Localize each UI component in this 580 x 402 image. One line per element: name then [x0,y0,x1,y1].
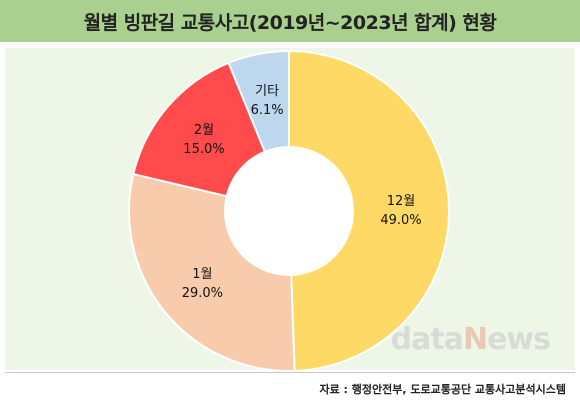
source-note: 자료 : 행정안전부, 도로교통공단 교통사고분석시스템 [319,383,566,396]
slice-label-1-month: 1월 [192,267,212,282]
slice-label-12-month: 12월 [387,194,416,209]
slice-value-1-month: 29.0% [182,286,223,301]
title-bar: 월별 빙판길 교통사고(2019년~2023년 합계) 현황 [0,0,580,42]
slice-other [227,49,290,154]
slice-value-other: 6.1% [251,103,284,118]
slice-label-2-month: 2월 [194,123,214,138]
slice-12-month [288,49,450,372]
donut-hole [226,148,352,274]
slice-1-month [128,172,296,372]
footer-divider [5,372,575,373]
chart-title: 월별 빙판길 교통사고(2019년~2023년 합계) 현황 [83,11,497,34]
slice-label-other: 기타 [255,84,279,99]
slice-2-month [132,61,267,198]
datanews-watermark: dataNews [390,322,551,357]
slice-value-12-month: 49.0% [380,213,421,228]
slice-value-2-month: 15.0% [183,142,224,157]
